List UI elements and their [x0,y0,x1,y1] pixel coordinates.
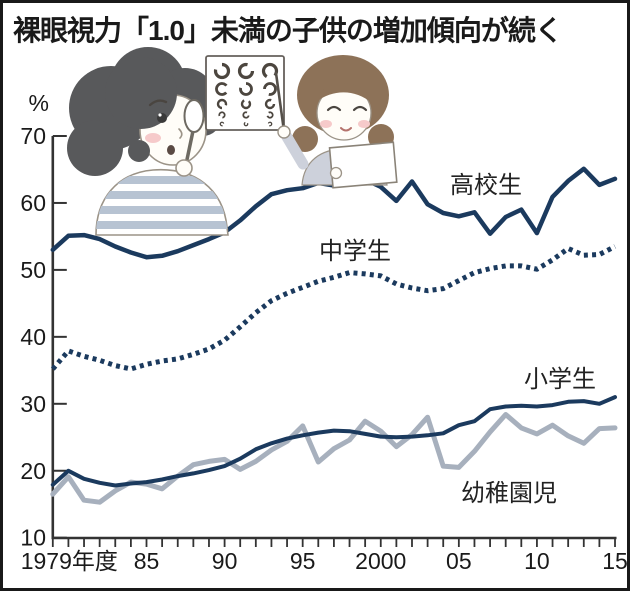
series-label-elementary: 小学生 [524,366,596,393]
y-tick-label: 10 [20,525,46,551]
series-line-elementary [50,395,617,488]
x-tick-label: 05 [446,548,472,574]
y-axis-unit: % [29,90,49,116]
x-tick-label: 85 [134,548,160,574]
x-tick-label: 1979年度 [21,548,118,574]
plot-area: 70 60 50 40 30 20 10% 1979年度 85 90 95 2000 05 10 15 [20,90,627,574]
illustration-examiner [274,55,398,189]
page-title: 裸眼視力「1.0」未満の子供の増加傾向が続く [13,15,563,46]
y-tick-label: 40 [20,324,46,350]
series-label-kindergarten: 幼稚園児 [461,480,557,507]
series-line-middle-school [50,244,617,372]
y-tick-label: 60 [20,190,46,216]
x-tick-label: 90 [212,548,238,574]
y-tick-label: 20 [20,458,46,484]
y-tick-label: 70 [20,123,46,149]
y-tick-label: 30 [20,391,46,417]
illustration-eye-chart [205,55,285,131]
x-tick-label: 2000 [355,548,406,574]
x-tick-label: 10 [524,548,550,574]
y-tick-label: 50 [20,257,46,283]
series-label-high-school: 高校生 [450,172,522,199]
x-tick-label: 95 [290,548,316,574]
x-tick-label: 15 [602,548,628,574]
series-label-middle-school: 中学生 [319,238,391,265]
chart-svg: 70 60 50 40 30 20 10% 1979年度 85 90 95 2000 05 10 15 [20,47,627,574]
